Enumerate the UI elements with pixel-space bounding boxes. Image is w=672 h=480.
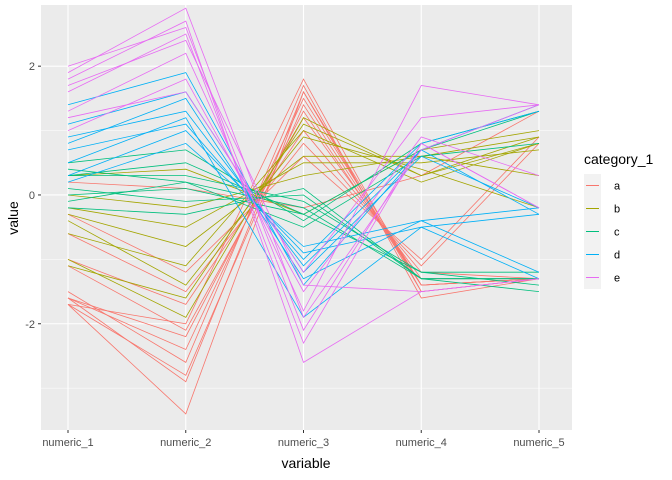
x-tick-label: numeric_4 <box>396 437 447 449</box>
series-line-d <box>67 130 540 254</box>
series-line-d <box>67 142 540 273</box>
series-line-a <box>67 142 540 293</box>
series-line-a <box>67 84 540 363</box>
series-line-e <box>67 91 540 273</box>
series-line-e <box>67 52 540 312</box>
series-line-c <box>67 188 540 292</box>
series-line-d <box>67 110 540 260</box>
legend-title: category_1 <box>584 151 653 167</box>
legend-label-c: c <box>614 227 620 239</box>
panel-background <box>41 5 572 430</box>
series-line-c <box>67 188 539 280</box>
legend-label-b: b <box>614 204 620 216</box>
series-line-c <box>67 143 540 228</box>
x-tick-label: numeric_1 <box>42 437 93 449</box>
series-line-e <box>67 78 540 293</box>
legend-label-a: a <box>614 181 621 193</box>
y-tick-label: -2 <box>25 319 35 331</box>
series-line-e <box>67 27 540 332</box>
y-tick-label: 0 <box>29 190 35 202</box>
y-axis-title: value <box>5 201 21 235</box>
y-tick-label: 2 <box>29 61 35 73</box>
series-line-c <box>67 188 540 286</box>
series-line-b <box>67 123 540 299</box>
series-line-e <box>67 7 540 319</box>
series-line-b <box>67 136 540 286</box>
series-line-d <box>67 97 540 280</box>
x-tick-label: numeric_2 <box>160 437 211 449</box>
x-axis-title: variable <box>281 455 330 471</box>
legend-label-d: d <box>614 250 620 262</box>
legend-label-e: e <box>614 273 620 285</box>
series-line-b <box>67 130 540 267</box>
y-axis: -2 0 2 <box>25 61 41 331</box>
series-line-c <box>68 175 539 273</box>
series-lines <box>67 7 540 415</box>
x-axis: numeric_1 numeric_2 numeric_3 numeric_4 nume… <box>42 430 565 449</box>
series-line-e <box>67 39 540 293</box>
x-tick-label: numeric_3 <box>278 437 329 449</box>
x-tick-label: numeric_5 <box>513 437 564 449</box>
series-line-d <box>67 110 540 267</box>
series-line-b <box>67 149 540 228</box>
